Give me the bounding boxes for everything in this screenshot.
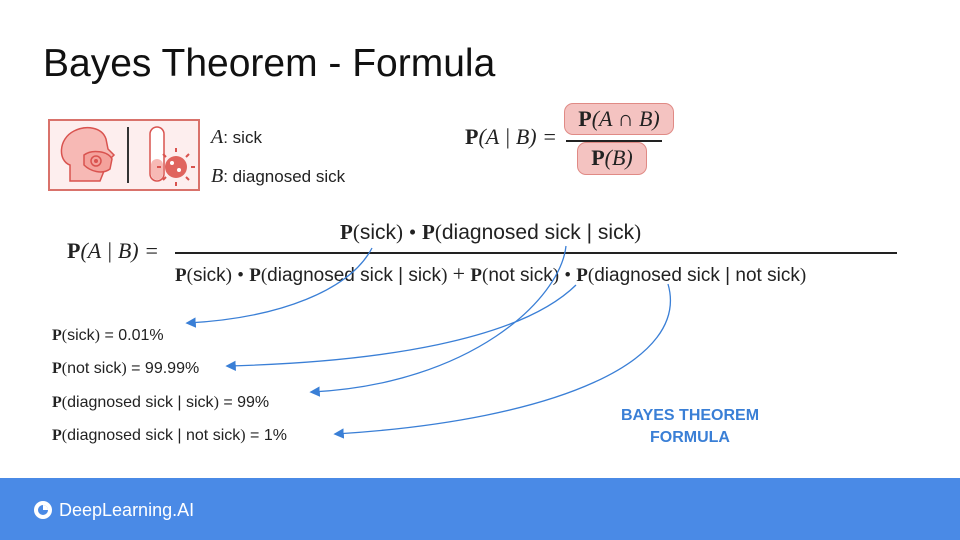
denominator-highlight: [577, 142, 647, 175]
value-expr: sick: [67, 327, 95, 344]
value-expr: diagnosed sick | not sick: [67, 427, 241, 444]
prob-symbol: P: [340, 220, 353, 244]
prob-symbol: P: [67, 238, 81, 263]
prob-symbol: P: [175, 265, 187, 286]
small-formula-numerator: P(A ∩ B): [564, 106, 674, 132]
legend-b-var: B: [211, 165, 224, 187]
den-term-sick: sick: [192, 265, 226, 286]
den-term-diag-given-sick: diagnosed sick | sick: [267, 265, 442, 286]
den-term-diag-given-not-sick: diagnosed sick | not sick: [594, 265, 800, 286]
footer-band: [0, 478, 960, 540]
value-number: = 1%: [250, 427, 287, 444]
big-formula-numerator: P(sick) • P(diagnosed sick | sick): [340, 220, 642, 244]
big-fraction-bar: [175, 252, 897, 254]
prob-symbol: P: [52, 427, 62, 444]
num-term-sick: sick: [359, 221, 396, 244]
numerator-highlight: [564, 103, 674, 135]
face-mask-person-icon: [60, 126, 129, 183]
legend-b-label: : diagnosed sick: [223, 167, 346, 186]
product-dot: •: [237, 265, 244, 286]
value-line-sick: P(sick) = 0.01%: [52, 327, 164, 344]
deeplearning-logo-icon: [34, 501, 52, 519]
value-line-not-sick: P(not sick) = 99.99%: [52, 360, 200, 377]
legend-b: B: diagnosed sick: [211, 165, 345, 188]
den-term-not-sick: not sick: [488, 265, 553, 286]
prob-symbol: P: [249, 265, 261, 286]
prob-symbol: P: [578, 106, 592, 131]
prob-symbol: P: [422, 220, 435, 244]
value-line-diag-given-sick: P(diagnosed sick | sick) = 99%: [52, 394, 270, 411]
callout-line-1: BAYES THEOREM: [620, 407, 760, 424]
value-expr: not sick: [67, 360, 122, 377]
value-number: = 99.99%: [131, 360, 200, 377]
big-formula-denominator: P(sick) • P(diagnosed sick | sick) + P(n…: [175, 261, 807, 286]
big-formula-lhs: P(A | B) =: [67, 238, 159, 264]
big-lhs-args: (A | B) =: [80, 238, 159, 263]
value-number: = 99%: [223, 394, 270, 411]
num-term-diag-given-sick: diagnosed sick | sick: [441, 221, 635, 244]
test-tube-virus-icon: [149, 126, 195, 186]
brand-logo: DeepLearning.AI: [33, 499, 194, 521]
legend-a: A: sick: [211, 126, 262, 149]
prob-symbol: P: [470, 265, 482, 286]
callout-line-2: FORMULA: [650, 429, 730, 446]
value-number: = 0.01%: [104, 327, 164, 344]
small-lhs-args: (A | B) =: [478, 124, 557, 149]
small-num-args: (A ∩ B): [591, 106, 660, 131]
value-line-diag-given-not-sick: P(diagnosed sick | not sick) = 1%: [52, 427, 287, 444]
prob-symbol: P: [591, 145, 605, 170]
icon-panel: [48, 119, 200, 191]
prob-symbol: P: [52, 360, 62, 377]
callout-label: BAYES THEOREM FORMULA: [600, 405, 780, 449]
legend-a-var: A: [211, 126, 224, 148]
legend-a-label: : sick: [223, 128, 262, 147]
brand-name: DeepLearning.AI: [59, 499, 195, 520]
prob-symbol: P: [465, 124, 479, 149]
arrow-not-sick: [225, 284, 577, 371]
small-fraction-bar: [566, 140, 662, 142]
prob-symbol: P: [576, 265, 588, 286]
product-dot: •: [564, 265, 571, 286]
value-expr: diagnosed sick | sick: [67, 394, 214, 411]
prob-symbol: P: [52, 394, 62, 411]
product-dot: •: [408, 220, 417, 244]
prob-symbol: P: [52, 327, 62, 344]
small-formula-denominator: P(B): [577, 145, 647, 171]
plus-sign: +: [452, 261, 466, 286]
small-formula-lhs: P(A | B) =: [465, 124, 557, 150]
small-den-args: (B): [604, 145, 633, 170]
slide-title: Bayes Theorem - Formula: [43, 42, 496, 85]
